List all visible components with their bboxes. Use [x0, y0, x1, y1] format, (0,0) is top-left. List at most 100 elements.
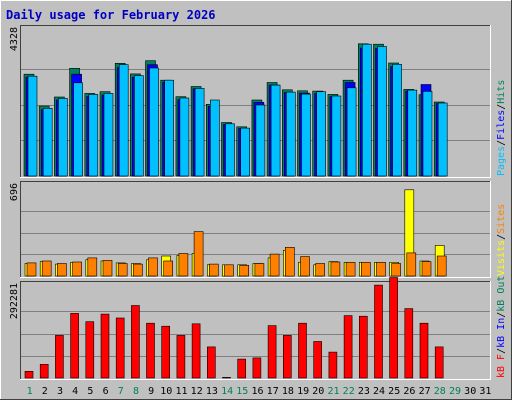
day-label-7: 7: [118, 386, 124, 397]
day-label-3: 3: [57, 386, 63, 397]
bar-kb-f-day-16: [252, 357, 262, 379]
bar-kb-f-day-13: [207, 346, 216, 379]
bar-pages-day-25: [392, 64, 402, 177]
bar-pages-day-17: [270, 84, 281, 177]
legend-item: Visits: [496, 240, 507, 276]
bar-pages-day-19: [301, 93, 311, 177]
day-label-22: 22: [343, 386, 355, 397]
bar-kb-f-day-7: [115, 317, 125, 379]
legend-item: Sites: [496, 204, 507, 234]
bar-kb-f-day-25: [389, 277, 398, 379]
bar-pages-day-10: [164, 79, 174, 177]
bar-sites-day-14: [224, 264, 234, 277]
panel-hits-files-pages: 4328 Pages/Files/Hits: [9, 25, 507, 178]
bar-pages-day-6: [103, 93, 114, 177]
legend-item: kB F: [496, 354, 507, 378]
legend-item: Hits: [496, 80, 507, 104]
bar-pages-day-11: [179, 97, 190, 177]
bar-kb-f-day-3: [55, 335, 64, 379]
bar-sites-day-7: [117, 263, 128, 277]
day-label-6: 6: [103, 386, 109, 397]
bar-sites-day-27: [421, 261, 432, 277]
bar-sites-day-24: [376, 261, 386, 277]
day-label-9: 9: [148, 386, 154, 397]
bar-sites-day-28: [436, 255, 447, 277]
bar-kb-f-day-21: [328, 351, 338, 379]
bar-sites-day-15: [239, 265, 249, 277]
bar-pages-day-1: [27, 75, 38, 177]
day-label-15: 15: [236, 386, 248, 397]
day-label-17: 17: [267, 386, 279, 397]
day-label-30: 30: [464, 386, 476, 397]
legend-item: /: [496, 140, 507, 146]
legend-item: /: [496, 234, 507, 240]
bar-sites-day-16: [254, 263, 265, 277]
bar-kb-f-day-9: [146, 322, 155, 379]
bar-kb-f-day-10: [161, 325, 170, 379]
day-label-20: 20: [312, 386, 324, 397]
bar-sites-day-10: [163, 260, 173, 277]
bar-kb-f-day-27: [419, 322, 429, 379]
chart-panels: 4328Pages/Files/Hits696Visits/Sites29228…: [9, 25, 507, 380]
bar-pages-day-16: [255, 104, 266, 177]
legend-item: /: [496, 104, 507, 110]
day-label-26: 26: [403, 386, 415, 397]
bar-sites-day-18: [284, 247, 295, 277]
bar-pages-day-8: [134, 75, 144, 177]
bar-kb-f-day-22: [343, 315, 353, 379]
day-label-13: 13: [206, 386, 218, 397]
bar-kb-f-day-19: [298, 322, 307, 379]
day-label-11: 11: [175, 386, 187, 397]
day-label-16: 16: [251, 386, 263, 397]
bar-pages-day-27: [422, 91, 433, 177]
bar-kb-f-day-2: [39, 363, 49, 379]
bar-pages-day-26: [407, 89, 418, 177]
panel-legend: Pages/Files/Hits: [496, 80, 507, 176]
day-label-4: 4: [72, 386, 78, 397]
legend-item: kB Out: [496, 276, 507, 312]
bar-kb-f-day-17: [267, 325, 277, 379]
panel-max-label: 696: [9, 183, 20, 201]
bar-pages-day-5: [88, 94, 99, 177]
bar-pages-day-4: [73, 82, 83, 177]
bar-kb-f-day-4: [70, 313, 79, 379]
bar-kb-f-day-6: [100, 313, 110, 379]
bar-sites-day-9: [148, 257, 158, 277]
bar-pages-day-23: [361, 43, 372, 177]
bar-sites-day-13: [209, 263, 219, 277]
bar-sites-day-17: [269, 253, 280, 277]
panel-legend: Visits/Sites: [496, 204, 507, 276]
day-label-28: 28: [434, 386, 446, 397]
bar-kb-f-day-23: [358, 315, 368, 379]
bar-pages-day-15: [240, 127, 250, 177]
day-label-1: 1: [27, 386, 33, 397]
day-label-25: 25: [388, 386, 400, 397]
bar-pages-day-3: [58, 98, 68, 177]
bar-pages-day-28: [437, 102, 448, 177]
bar-pages-day-14: [225, 123, 235, 177]
bar-kb-f-day-12: [191, 323, 201, 379]
panel-visits-sites: 696 Visits/Sites: [9, 181, 507, 278]
panel-max-label: 4328: [9, 27, 20, 51]
panel-legend: kB F/kB In/kB Out: [496, 276, 507, 378]
day-label-2: 2: [42, 386, 48, 397]
bar-sites-day-5: [87, 257, 98, 277]
day-label-21: 21: [327, 386, 339, 397]
bar-sites-day-25: [391, 263, 401, 277]
day-label-31: 31: [479, 386, 491, 397]
bar-pages-day-12: [194, 88, 205, 177]
bar-sites-day-3: [57, 263, 67, 277]
bar-kb-f-day-14: [222, 377, 231, 379]
bar-sites-day-6: [102, 260, 113, 277]
bar-sites-day-1: [26, 262, 37, 277]
chart-title: Daily usage for February 2026: [6, 8, 216, 22]
bar-sites-day-4: [72, 261, 82, 277]
day-label-29: 29: [449, 386, 461, 397]
bar-sites-day-21: [330, 261, 341, 277]
day-label-19: 19: [297, 386, 309, 397]
day-label-24: 24: [373, 386, 385, 397]
bar-pages-day-7: [118, 64, 129, 177]
